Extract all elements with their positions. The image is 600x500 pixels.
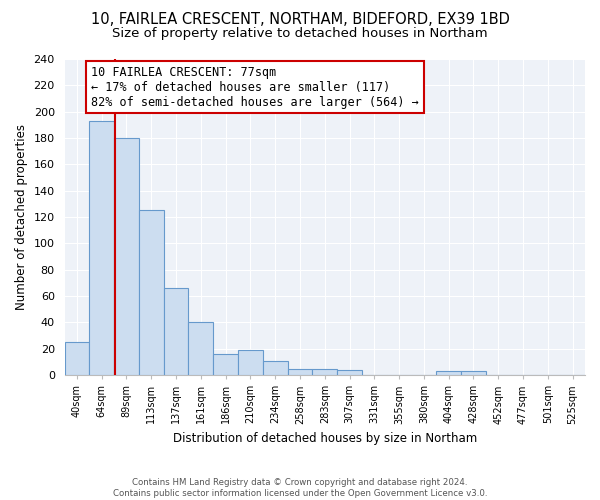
Bar <box>139 210 164 375</box>
Bar <box>238 350 263 375</box>
Bar <box>287 368 313 375</box>
Bar <box>263 360 287 375</box>
Bar <box>313 368 337 375</box>
Bar <box>164 288 188 375</box>
Bar <box>436 371 461 375</box>
Bar <box>89 121 114 375</box>
Text: 10 FAIRLEA CRESCENT: 77sqm
← 17% of detached houses are smaller (117)
82% of sem: 10 FAIRLEA CRESCENT: 77sqm ← 17% of deta… <box>91 66 419 108</box>
Bar <box>188 322 213 375</box>
Y-axis label: Number of detached properties: Number of detached properties <box>15 124 28 310</box>
Text: Contains HM Land Registry data © Crown copyright and database right 2024.
Contai: Contains HM Land Registry data © Crown c… <box>113 478 487 498</box>
Bar <box>114 138 139 375</box>
Text: Size of property relative to detached houses in Northam: Size of property relative to detached ho… <box>112 28 488 40</box>
Bar <box>65 342 89 375</box>
Bar <box>337 370 362 375</box>
Bar <box>461 371 486 375</box>
X-axis label: Distribution of detached houses by size in Northam: Distribution of detached houses by size … <box>173 432 477 445</box>
Text: 10, FAIRLEA CRESCENT, NORTHAM, BIDEFORD, EX39 1BD: 10, FAIRLEA CRESCENT, NORTHAM, BIDEFORD,… <box>91 12 509 28</box>
Bar <box>213 354 238 375</box>
